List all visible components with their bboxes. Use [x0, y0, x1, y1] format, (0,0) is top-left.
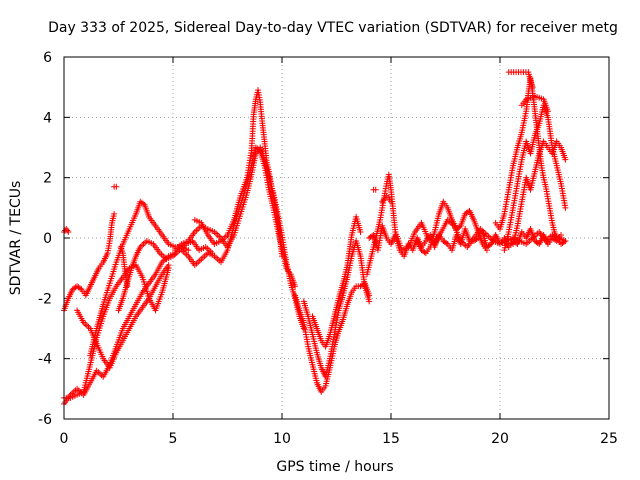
data-point: [562, 156, 569, 163]
data-point: [560, 239, 567, 246]
data-point: [140, 200, 147, 207]
y-tick-label: -6: [38, 412, 52, 428]
y-tick-label: -2: [38, 291, 52, 307]
x-axis-label: GPS time / hours: [276, 459, 393, 475]
data-point: [292, 283, 299, 290]
y-axis-label: SDTVAR / TECUs: [8, 181, 24, 296]
data-point: [366, 298, 373, 305]
y-tick-label: 2: [43, 171, 52, 187]
data-point: [544, 108, 551, 115]
data-point: [562, 204, 569, 211]
x-tick-label: 0: [60, 431, 69, 447]
y-tick-label: 4: [43, 110, 52, 126]
x-tick-label: 25: [600, 431, 618, 447]
x-tick-label: 15: [382, 431, 400, 447]
data-point: [255, 146, 262, 153]
data-point: [562, 238, 569, 245]
data-point: [443, 240, 450, 247]
plot-frame: [63, 56, 610, 420]
data-point: [372, 186, 379, 193]
data-point: [65, 228, 72, 235]
data-points: [61, 69, 569, 407]
data-point: [185, 247, 192, 254]
chart-title: Day 333 of 2025, Sidereal Day-to-day VTE…: [48, 20, 618, 36]
x-tick-label: 20: [491, 431, 509, 447]
data-point: [113, 183, 120, 190]
data-point: [165, 262, 172, 269]
y-tick-labels: -6 -4 -2 0 2 4 6: [38, 50, 52, 428]
x-tick-labels: 0 5 10 15 20 25: [60, 431, 618, 447]
y-tick-label: 0: [43, 231, 52, 247]
data-point: [483, 247, 490, 254]
x-tick-label: 5: [169, 431, 178, 447]
data-point: [456, 223, 463, 230]
data-point: [111, 210, 118, 217]
data-point: [76, 285, 83, 292]
data-point: [529, 84, 536, 91]
data-point: [279, 253, 285, 260]
x-tick-label: 10: [273, 431, 291, 447]
data-point: [388, 198, 394, 205]
data-point: [357, 228, 364, 235]
y-tick-label: -4: [38, 352, 52, 368]
y-tick-label: 6: [43, 50, 52, 66]
data-point: [124, 283, 131, 290]
data-point: [421, 249, 428, 256]
